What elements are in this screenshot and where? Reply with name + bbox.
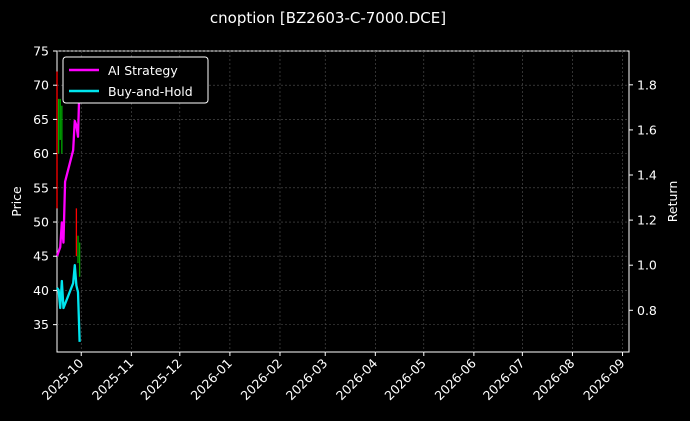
return-series <box>55 80 81 342</box>
chart-title: cnoption [BZ2603-C-7000.DCE] <box>210 9 446 27</box>
y2-tick-label: 0.8 <box>637 303 657 318</box>
x-tick-label: 2026-05 <box>381 356 429 404</box>
legend-label-buy-and-hold: Buy-and-Hold <box>108 84 193 99</box>
x-tick-label: 2026-03 <box>283 356 331 404</box>
x-tick-label: 2025-12 <box>137 356 185 404</box>
y2-tick-label: 1.8 <box>637 77 657 92</box>
x-tick-label: 2026-06 <box>431 355 479 403</box>
y2-axis-label: Return <box>665 181 680 222</box>
series-line-ai-strategy <box>55 80 81 257</box>
y-tick-label: 60 <box>33 146 49 161</box>
y-axis-ticks: 35 40 45 50 55 60 65 70 75 <box>33 44 57 332</box>
legend: AI Strategy Buy-and-Hold <box>62 56 209 104</box>
legend-label-ai-strategy: AI Strategy <box>108 63 178 78</box>
price-candles <box>56 71 81 277</box>
y-tick-label: 45 <box>33 249 49 264</box>
y2-tick-label: 1.0 <box>637 258 657 273</box>
y-tick-label: 70 <box>33 78 49 93</box>
x-tick-label: 2025-10 <box>39 355 87 403</box>
x-tick-label: 2026-02 <box>238 356 286 404</box>
series-line-buy-and-hold <box>56 264 81 342</box>
y-axis-label: Price <box>9 186 24 217</box>
y2-tick-label: 1.4 <box>637 168 657 183</box>
x-tick-label: 2026-01 <box>187 356 235 404</box>
y2-tick-label: 1.6 <box>637 122 657 137</box>
y-tick-label: 40 <box>33 283 49 298</box>
y-tick-label: 55 <box>33 180 49 195</box>
x-tick-label: 2026-09 <box>580 355 628 403</box>
x-axis-ticks: 2025-10 2025-11 2025-12 2026-01 2026-022026-… <box>39 352 628 403</box>
y-tick-label: 50 <box>33 215 49 230</box>
y-tick-label: 35 <box>33 317 49 332</box>
legend-box <box>62 56 209 104</box>
y2-axis-ticks: 0.8 1.0 1.2 1.4 1.6 1.8 <box>629 77 657 318</box>
x-tick-label: 2026-08 <box>530 355 578 403</box>
x-tick-label: 2026-04 <box>333 355 381 403</box>
y-tick-label: 65 <box>33 112 49 127</box>
grid-lines <box>57 50 629 352</box>
y-tick-label: 75 <box>33 44 49 59</box>
y2-tick-label: 1.2 <box>637 213 657 228</box>
x-tick-label: 2025-11 <box>89 356 137 404</box>
x-tick-label: 2026-07 <box>480 356 528 404</box>
